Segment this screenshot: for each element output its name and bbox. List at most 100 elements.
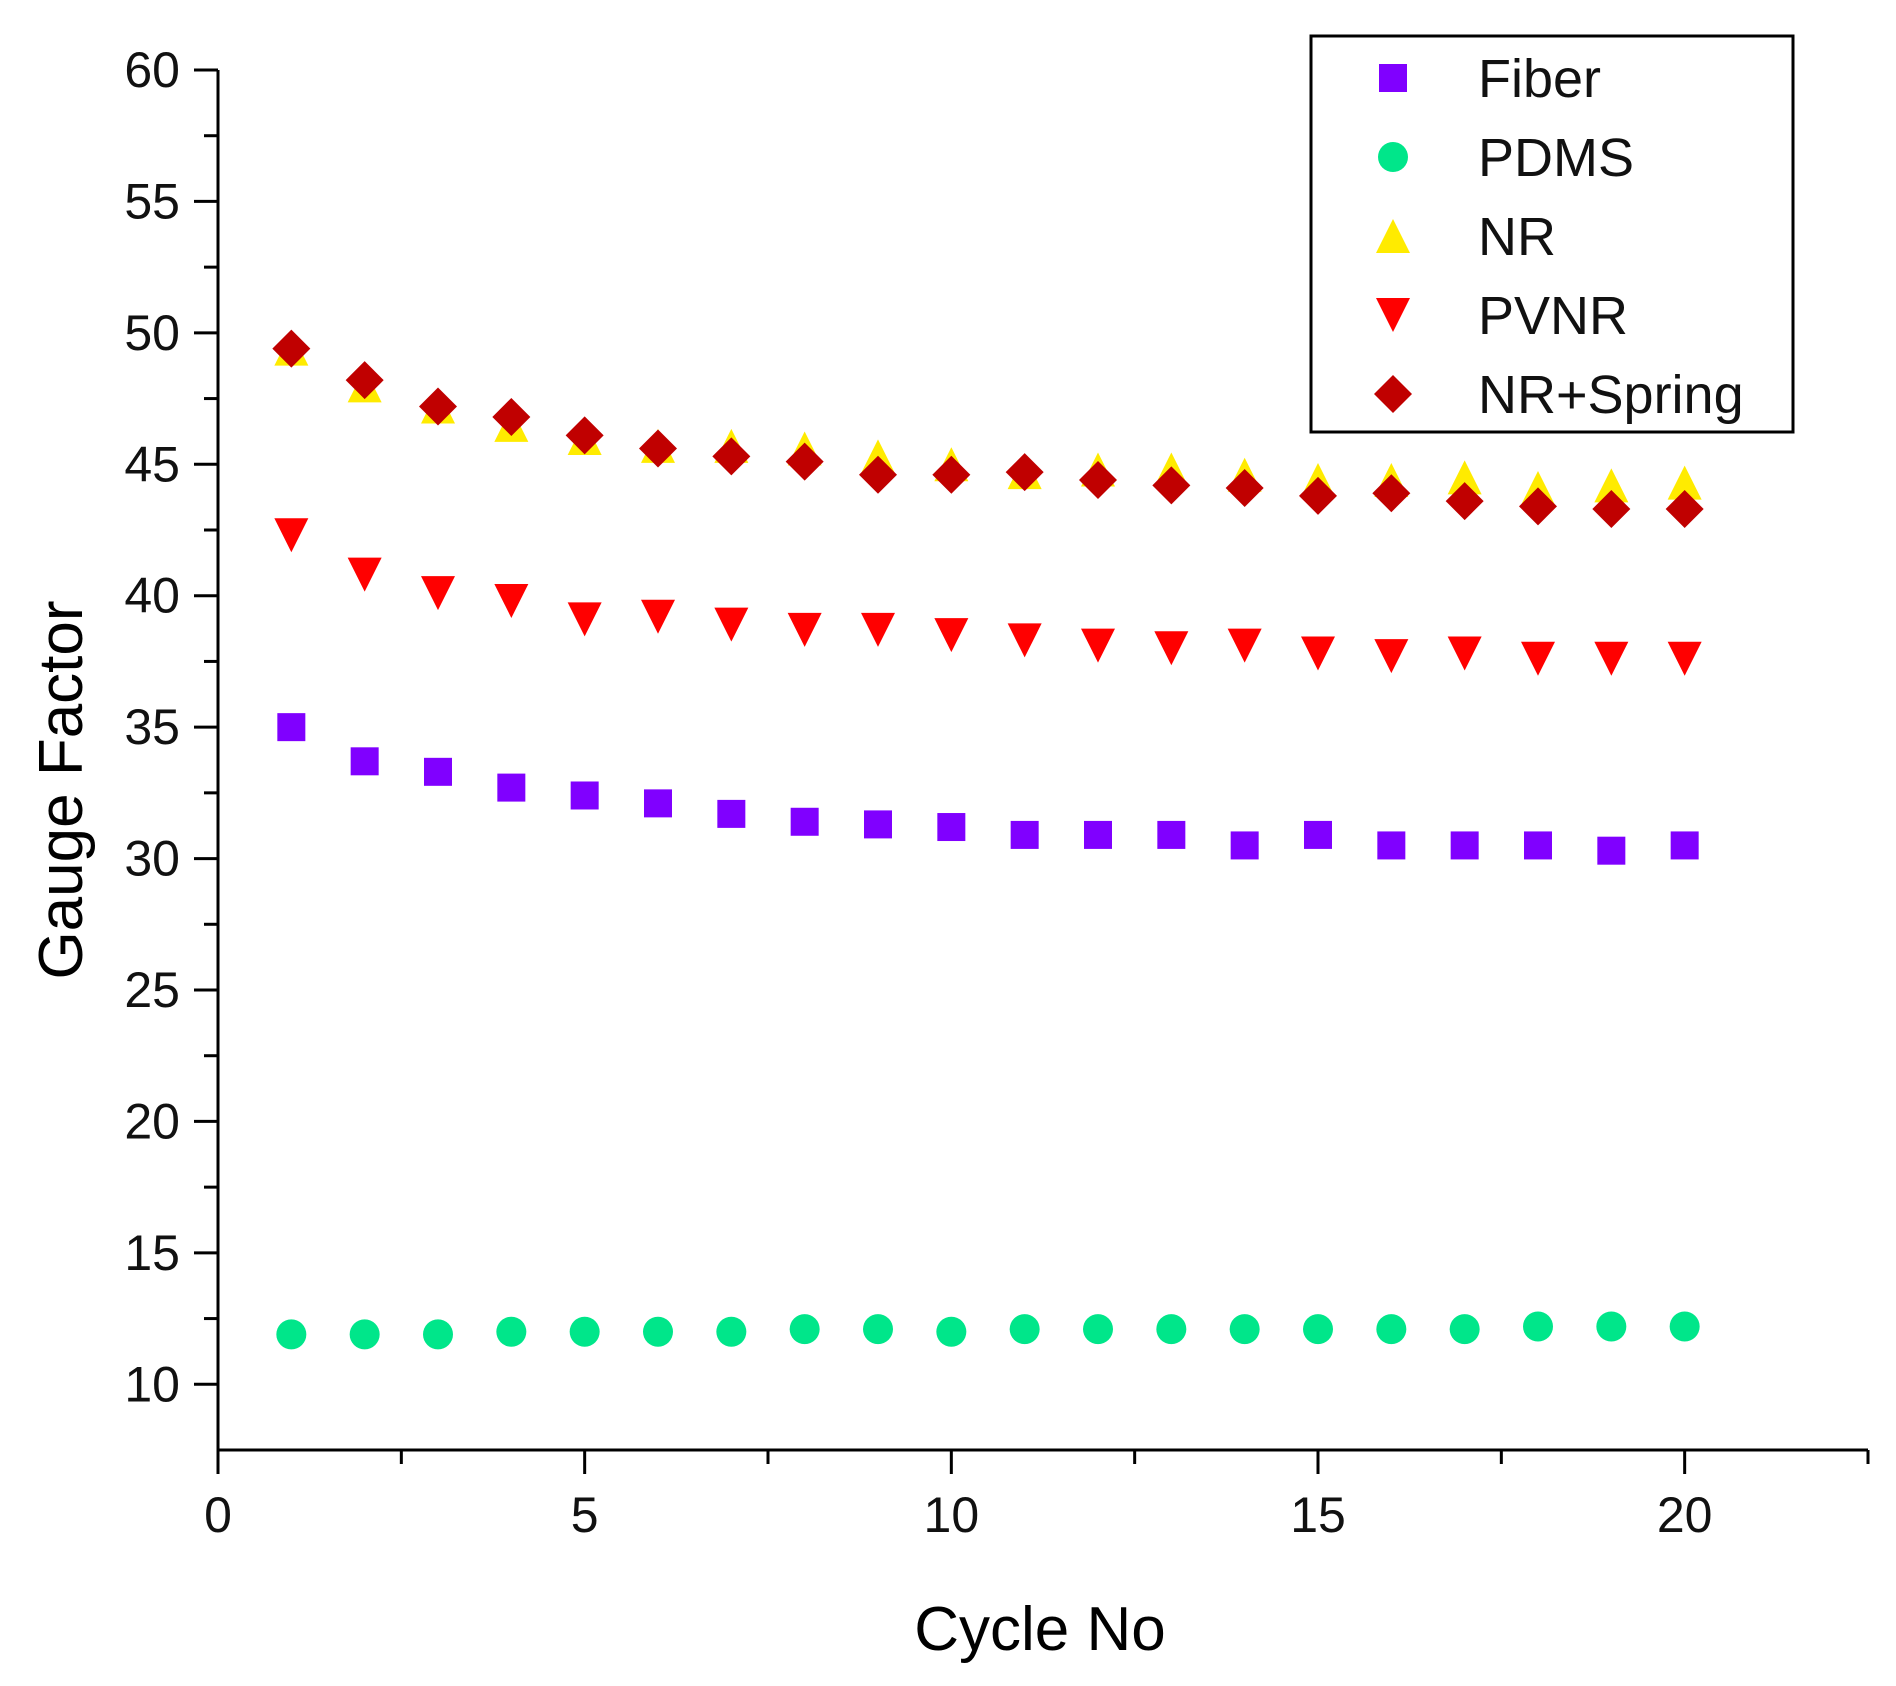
data-point-nr	[1667, 465, 1702, 500]
data-point-pdms	[349, 1319, 380, 1350]
data-point-nr-spring	[1445, 482, 1484, 521]
data-point-pdms	[1083, 1314, 1113, 1345]
data-point-nr-spring	[1005, 453, 1044, 492]
data-point-pvnr	[347, 557, 382, 592]
data-point-pdms	[1156, 1314, 1187, 1345]
legend-marker-nr	[1376, 219, 1410, 253]
data-point-pvnr	[787, 612, 822, 647]
data-point-pdms	[1449, 1314, 1480, 1345]
data-point-pdms	[643, 1316, 673, 1347]
axes	[216, 70, 1868, 1452]
data-point-pvnr	[1521, 641, 1555, 676]
x-tick-label: 15	[1290, 1487, 1346, 1543]
x-tick-label: 20	[1657, 1487, 1713, 1543]
data-points	[272, 329, 1704, 1350]
data-point-nr-spring	[419, 387, 457, 426]
data-point-pvnr	[1594, 641, 1629, 676]
legend-marker-pvnr	[1376, 298, 1410, 332]
x-tick-label: 10	[924, 1487, 980, 1543]
y-tick-label: 30	[124, 831, 180, 887]
data-point-fiber	[570, 781, 599, 810]
data-point-nr-spring	[1372, 474, 1411, 513]
data-point-fiber	[1084, 820, 1112, 849]
x-tick-label: 5	[571, 1487, 599, 1543]
data-point-pdms	[1596, 1311, 1627, 1342]
data-point-fiber	[1230, 831, 1259, 860]
y-tick-label: 60	[124, 42, 180, 98]
data-point-pdms	[569, 1316, 600, 1347]
legend-marker-pdms	[1378, 142, 1408, 172]
data-point-pdms	[1303, 1314, 1333, 1345]
data-point-pvnr	[714, 607, 749, 642]
data-point-pvnr	[1081, 628, 1115, 663]
data-point-pdms	[936, 1316, 967, 1347]
ticks: 10 15 20 25 30 35 40 45 50 55 60 0 5 10 15 20	[124, 42, 1870, 1543]
data-point-nr-spring	[1225, 468, 1264, 507]
data-point-pdms	[716, 1316, 747, 1347]
data-point-pdms	[276, 1319, 307, 1350]
data-point-nr-spring	[859, 455, 897, 494]
x-tick-label: 0	[204, 1487, 232, 1543]
data-point-pvnr	[1154, 631, 1189, 666]
data-point-fiber	[497, 773, 526, 802]
data-point-pvnr	[1447, 636, 1482, 671]
y-tick-label: 10	[124, 1356, 180, 1412]
data-point-nr-spring	[1079, 461, 1117, 500]
data-point-nr-spring	[1152, 466, 1191, 505]
y-tick-label: 25	[124, 962, 180, 1018]
legend-label-pvnr: PVNR	[1478, 286, 1628, 346]
legend: Fiber PDMS NR PVNR NR+Spring	[1309, 34, 1795, 434]
data-point-nr-spring	[345, 361, 384, 400]
data-point-pdms	[863, 1314, 893, 1345]
data-point-fiber	[277, 713, 306, 742]
data-point-pdms	[789, 1314, 820, 1345]
data-point-fiber	[1157, 820, 1186, 849]
data-point-nr-spring	[712, 437, 751, 476]
legend-marker-nr-spring	[1374, 375, 1412, 413]
data-point-fiber	[424, 757, 452, 786]
data-point-nr-spring	[272, 329, 311, 368]
data-point-pdms	[1229, 1314, 1260, 1345]
data-point-pdms	[423, 1319, 453, 1350]
legend-label-nr-spring: NR+Spring	[1478, 365, 1744, 425]
y-tick-label: 35	[124, 699, 180, 755]
data-point-fiber	[937, 813, 966, 842]
data-point-pvnr	[641, 599, 675, 634]
data-point-fiber	[1304, 820, 1332, 849]
y-tick-label: 20	[124, 1093, 180, 1149]
data-point-pvnr	[1007, 623, 1042, 658]
data-point-pvnr	[274, 518, 309, 553]
data-point-nr-spring	[1665, 489, 1704, 528]
data-point-nr-spring	[639, 429, 677, 468]
y-tick-label: 50	[124, 305, 180, 361]
data-point-fiber	[790, 807, 819, 836]
legend-marker-fiber	[1379, 64, 1407, 92]
data-point-pdms	[496, 1316, 527, 1347]
data-point-pvnr	[1667, 641, 1702, 676]
data-point-nr-spring	[1592, 489, 1631, 528]
data-point-nr-spring	[1299, 476, 1337, 515]
data-point-pvnr	[1301, 636, 1335, 671]
data-point-fiber	[1597, 836, 1626, 865]
y-tick-label: 45	[124, 436, 180, 492]
data-point-pvnr	[1374, 639, 1409, 674]
data-point-pvnr	[861, 612, 895, 647]
y-tick-label: 55	[124, 173, 180, 229]
data-point-fiber	[1450, 831, 1479, 860]
data-point-fiber	[1670, 831, 1699, 860]
data-point-pvnr	[421, 576, 455, 611]
x-axis-title: Cycle No	[914, 1595, 1166, 1664]
data-point-pdms	[1009, 1314, 1040, 1345]
data-point-pdms	[1669, 1311, 1700, 1342]
legend-label-nr: NR	[1478, 207, 1556, 267]
data-point-nr-spring	[492, 397, 531, 436]
data-point-fiber	[1524, 831, 1552, 860]
data-point-pvnr	[1227, 628, 1262, 663]
data-point-nr	[1594, 468, 1629, 503]
data-point-fiber	[350, 747, 379, 776]
data-point-pdms	[1376, 1314, 1407, 1345]
data-point-fiber	[717, 799, 746, 828]
data-point-pdms	[1523, 1311, 1553, 1342]
y-axis-title: Gauge Factor	[27, 600, 96, 979]
